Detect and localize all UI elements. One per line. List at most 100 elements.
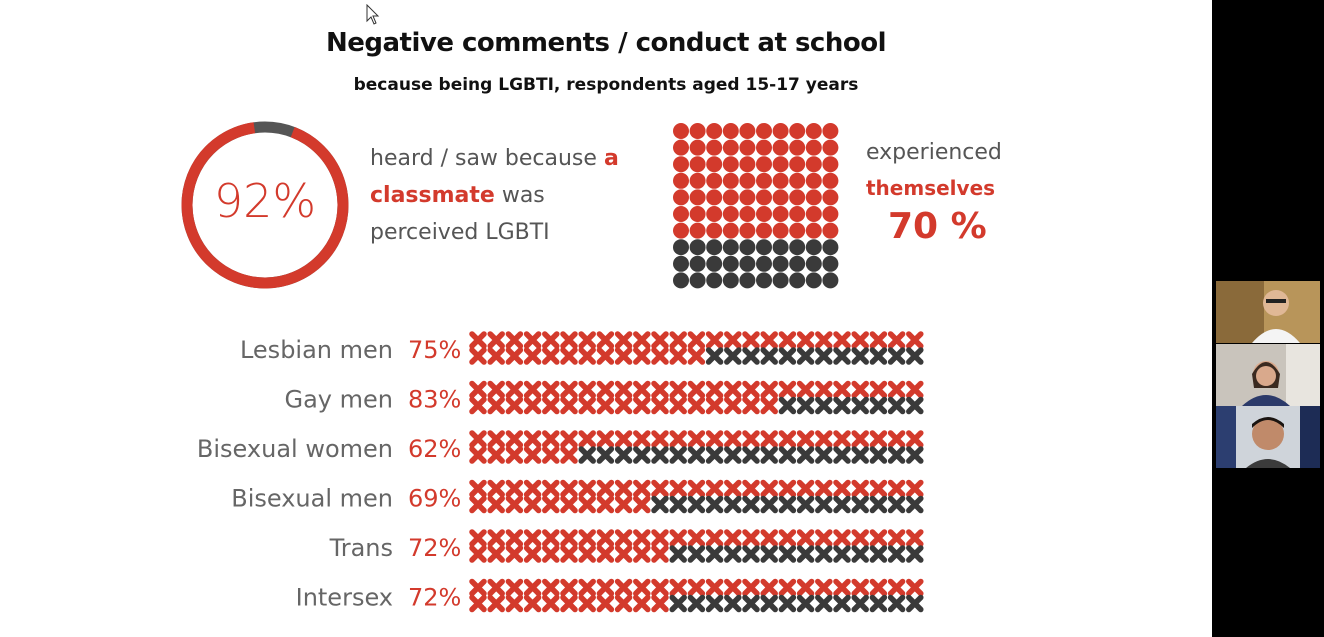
mark-red	[724, 479, 742, 498]
mark-red	[851, 380, 869, 399]
dot-dark	[805, 239, 822, 256]
mark-red	[505, 396, 524, 415]
participant-video-icon	[1216, 281, 1320, 343]
mark-dark	[705, 594, 724, 613]
mark-red	[542, 578, 560, 597]
mark-red	[578, 594, 596, 613]
ring-value-label: 92%	[213, 174, 317, 228]
mark-red	[505, 380, 524, 399]
mark-red	[614, 396, 633, 415]
mark-dark	[669, 594, 687, 613]
participant-tile-3[interactable]	[1216, 406, 1320, 468]
heard-text-1: heard / saw because	[370, 146, 597, 171]
dot-dark	[673, 255, 689, 272]
mark-red	[469, 529, 487, 547]
mark-red	[906, 529, 924, 547]
mark-dark	[687, 495, 706, 514]
dot-red	[822, 222, 839, 239]
heard-text-2: was perceived LGBTI	[370, 183, 550, 245]
heard-text-red: a classmate	[370, 146, 619, 208]
mark-red	[760, 396, 778, 415]
mark-dark	[578, 446, 596, 464]
mark-red	[542, 396, 560, 415]
mark-red	[760, 380, 778, 399]
mark-dark	[851, 446, 869, 464]
mark-dark	[705, 347, 724, 365]
mark-red	[560, 380, 578, 399]
mark-dark	[815, 594, 833, 613]
dot-red	[706, 222, 723, 239]
mark-red	[523, 578, 542, 597]
participant-tile-2[interactable]	[1216, 344, 1320, 406]
mark-red	[651, 396, 669, 415]
mark-dark	[851, 545, 869, 563]
mark-dark	[796, 396, 815, 415]
mark-red	[906, 380, 924, 399]
mark-red	[633, 430, 651, 448]
mark-red	[778, 479, 797, 498]
dot-red	[722, 222, 739, 239]
mark-dark	[778, 545, 797, 563]
mark-red	[833, 479, 851, 498]
dot-red	[689, 139, 706, 156]
mark-red	[505, 495, 524, 514]
mark-dark	[760, 347, 778, 365]
mark-red	[833, 380, 851, 399]
mark-dark	[887, 545, 906, 563]
mark-red	[705, 380, 724, 399]
mark-red	[687, 380, 706, 399]
dot-red	[673, 123, 689, 139]
mark-red	[505, 594, 524, 613]
mark-red	[469, 430, 487, 448]
dot-dark	[756, 239, 772, 256]
mark-dark	[815, 396, 833, 415]
mark-red	[614, 430, 633, 448]
mark-red	[651, 578, 669, 597]
mark-dark	[869, 446, 888, 464]
mark-red	[815, 430, 833, 448]
mark-red	[851, 578, 869, 597]
mark-dark	[705, 446, 724, 464]
mark-dark	[724, 347, 742, 365]
mark-red	[869, 430, 888, 448]
mark-dark	[833, 446, 851, 464]
mark-red	[469, 578, 487, 597]
dot-red	[756, 189, 772, 206]
mark-dark	[669, 446, 687, 464]
mark-red	[578, 396, 596, 415]
mark-red	[742, 479, 760, 498]
mark-dark	[887, 396, 906, 415]
dot-red	[789, 123, 806, 139]
dot-red	[805, 172, 822, 189]
mark-red	[523, 545, 542, 563]
participant-video-icon	[1216, 406, 1320, 468]
mark-red	[742, 380, 760, 399]
mark-red	[687, 529, 706, 547]
mark-red	[614, 380, 633, 399]
mark-red	[796, 331, 815, 349]
mark-red	[815, 331, 833, 349]
mark-red	[469, 495, 487, 514]
mark-red	[578, 495, 596, 514]
mark-red	[523, 331, 542, 349]
mark-red	[469, 479, 487, 498]
mark-dark	[687, 545, 706, 563]
mark-dark	[687, 594, 706, 613]
mark-dark	[851, 594, 869, 613]
dot-red	[689, 206, 706, 222]
mark-red	[505, 479, 524, 498]
mark-red	[487, 594, 505, 613]
participant-tile-1[interactable]	[1216, 281, 1320, 343]
mark-red	[614, 545, 633, 563]
value-label: 62%	[408, 435, 461, 463]
mark-red	[633, 578, 651, 597]
dot-red	[673, 139, 689, 156]
category-label: Trans	[329, 534, 393, 562]
mark-red	[487, 347, 505, 365]
mark-red	[778, 529, 797, 547]
mark-red	[487, 396, 505, 415]
dot-red	[822, 206, 839, 222]
mark-red	[724, 529, 742, 547]
mark-dark	[669, 545, 687, 563]
mark-red	[724, 396, 742, 415]
